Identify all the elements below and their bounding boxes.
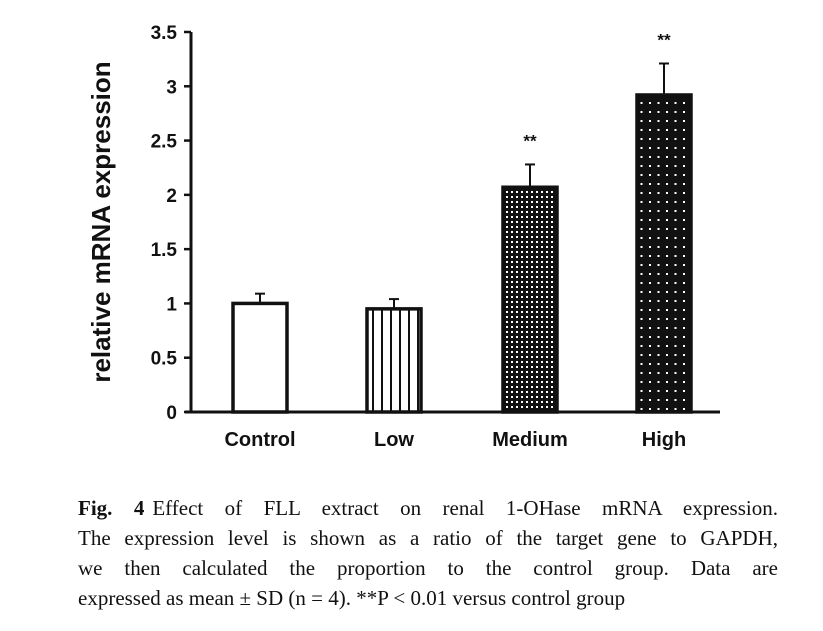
bar-medium <box>501 185 559 414</box>
caption-line-3: we then calculated the proportion to the… <box>78 556 778 580</box>
bar-control <box>231 301 289 414</box>
bar-low <box>365 307 423 414</box>
y-tick-label: 0 <box>166 403 177 424</box>
bars: ** ** <box>231 30 693 414</box>
y-tick-label: 2.5 <box>151 132 178 153</box>
significance-label: ** <box>657 30 671 49</box>
bar-chart: relative mRNA expression 0 0.5 1 1.5 2 2.5 3 3.… <box>86 23 720 451</box>
y-tick-label: 3.5 <box>151 23 178 44</box>
caption-text-1: Effect of FLL extract on renal 1-OHase m… <box>152 496 778 520</box>
caption-line-4: expressed as mean ± SD (n = 4). **P < 0.… <box>78 586 626 610</box>
y-axis-ticks: 0 0.5 1 1.5 2 2.5 3 3.5 <box>151 23 191 424</box>
figure-label: Fig. 4 <box>78 496 145 520</box>
y-tick-label: 3 <box>166 77 177 98</box>
figure-caption: Fig. 4 Effect of FLL extract on renal 1-O… <box>78 493 778 613</box>
y-tick-label: 1.5 <box>151 240 178 261</box>
caption-line-2: The expression level is shown as a ratio… <box>78 526 778 550</box>
x-axis-labels: Control Low Medium High <box>224 429 686 451</box>
y-tick-label: 1 <box>166 294 177 315</box>
y-axis-label: relative mRNA expression <box>86 61 116 382</box>
x-tick-label: High <box>642 429 686 451</box>
caption-line-1: Fig. 4 Effect of FLL extract on renal 1-O… <box>78 493 778 523</box>
x-tick-label: Medium <box>492 429 568 451</box>
bar-high <box>635 93 693 414</box>
x-tick-label: Control <box>224 429 295 451</box>
significance-label: ** <box>523 131 537 150</box>
x-tick-label: Low <box>374 429 414 451</box>
y-tick-label: 0.5 <box>151 349 178 370</box>
y-tick-label: 2 <box>166 186 177 207</box>
